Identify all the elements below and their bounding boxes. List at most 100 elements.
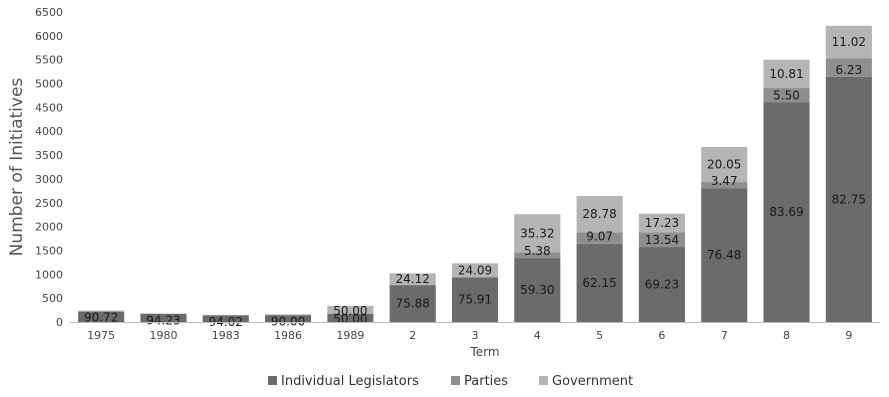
y-tick-label: 3500	[35, 149, 63, 162]
bar-stack: 83.69 5.50 10.81	[763, 59, 810, 322]
bar-segment	[451, 277, 499, 322]
y-tick-label: 6000	[35, 30, 63, 43]
data-label: 11.02	[832, 35, 866, 49]
bar-stack: 90.00	[265, 314, 312, 328]
bar-segment	[763, 102, 810, 322]
legend-item: Government	[539, 374, 633, 389]
bar-segment	[701, 182, 748, 189]
bar-stack: 75.88 24.12	[389, 272, 436, 322]
bar-segment	[451, 263, 499, 278]
bar-stack: 75.91 24.09	[451, 263, 499, 322]
data-label: 13.54	[645, 233, 679, 247]
data-label: 3.47	[711, 174, 738, 188]
bar-segment	[389, 273, 436, 286]
y-axis: 0 500 1000 1500 2000 2500 3000 3500 4000 4500 5000…	[35, 6, 63, 329]
y-tick-label: 5000	[35, 78, 63, 91]
legend-item: Individual Legislators	[268, 374, 419, 389]
x-axis-label: Term	[469, 345, 499, 359]
data-label: 6.23	[835, 63, 862, 77]
bar-stack: 94.02	[202, 314, 249, 329]
data-label: 5.50	[773, 88, 800, 102]
bar-segment	[638, 247, 685, 322]
data-label: 75.88	[396, 297, 430, 311]
legend-swatch	[451, 376, 460, 385]
legend-swatch	[268, 376, 277, 385]
x-tick-label: 1989	[336, 329, 364, 342]
x-tick-label: 6	[658, 329, 665, 342]
legend-item: Parties	[451, 374, 508, 389]
y-tick-label: 5500	[35, 54, 63, 67]
x-tick-label: 3	[472, 329, 479, 342]
bar-segment	[327, 305, 374, 314]
data-label: 75.91	[458, 293, 492, 307]
bar-stack: 62.15 9.07 28.78	[576, 196, 623, 322]
y-tick-label: 6500	[35, 6, 63, 19]
bar-stack: 90.72	[78, 310, 125, 325]
y-tick-label: 2000	[35, 221, 63, 234]
data-label: 82.75	[832, 192, 866, 206]
bar-segment	[638, 232, 685, 248]
bar-segment	[514, 252, 561, 259]
bar-segment	[825, 58, 872, 77]
bar-segment	[576, 196, 623, 233]
bar-segment	[265, 314, 312, 316]
bar-segment	[265, 315, 312, 322]
bar-stack: 59.30 5.38 35.32	[514, 214, 561, 322]
y-tick-label: 500	[42, 292, 63, 305]
data-label: 9.07	[586, 230, 613, 244]
data-label: 59.30	[520, 283, 554, 297]
bar-stack: 76.48 3.47 20.05	[701, 146, 748, 322]
y-tick-label: 1500	[35, 244, 63, 257]
data-label: 24.12	[396, 272, 430, 286]
y-tick-label: 3000	[35, 173, 63, 186]
data-label: 69.23	[645, 278, 679, 292]
x-tick-label: 2	[409, 329, 416, 342]
data-label: 50.00	[333, 304, 367, 318]
bar-segment	[327, 313, 374, 322]
y-tick-label: 1000	[35, 268, 63, 281]
data-label: 83.69	[769, 205, 803, 219]
bar-segment	[825, 25, 872, 59]
bar-segment	[514, 214, 561, 253]
x-axis: 1975 1980 1983 1986 1989 2 3 4 5 6 7 8 9	[87, 329, 852, 342]
data-label: 10.81	[769, 67, 803, 81]
data-label: 35.32	[520, 226, 554, 240]
bar-group: 90.72 94.23 94.02 90.00 50.0050.0075.8824.12…	[78, 25, 872, 329]
x-tick-label: 1986	[274, 329, 302, 342]
bar-segment	[78, 310, 125, 312]
legend-label: Individual Legislators	[281, 374, 419, 389]
x-tick-label: 1983	[212, 329, 240, 342]
x-tick-label: 9	[845, 329, 852, 342]
y-tick-label: 2500	[35, 197, 63, 210]
bar-stack: 94.23	[140, 313, 187, 327]
bar-segment	[763, 59, 810, 89]
data-label: 90.72	[84, 311, 118, 325]
x-tick-label: 8	[783, 329, 790, 342]
bar-segment	[78, 311, 125, 322]
bar-stack: 69.23 13.54 17.23	[638, 213, 685, 322]
data-label: 76.48	[707, 248, 741, 262]
bar-segment	[576, 232, 623, 244]
bar-segment	[701, 146, 748, 183]
data-label: 28.78	[582, 207, 616, 221]
bar-segment	[514, 258, 561, 322]
bar-segment	[701, 188, 748, 322]
data-label: 17.23	[645, 216, 679, 230]
data-label: 20.05	[707, 158, 741, 172]
y-tick-label: 4000	[35, 125, 63, 138]
bar-stack: 82.75 6.23 11.02	[825, 25, 872, 323]
x-tick-label: 5	[596, 329, 603, 342]
bar-segment	[140, 313, 187, 322]
x-tick-label: 4	[534, 329, 541, 342]
legend-label: Parties	[464, 374, 508, 389]
data-label: 5.38	[524, 244, 551, 258]
y-axis-label: Number of Initiatives	[7, 78, 27, 257]
x-tick-label: 1980	[149, 329, 177, 342]
bar-segment	[576, 243, 623, 322]
data-label: 24.09	[458, 263, 492, 277]
bar-segment	[638, 213, 685, 233]
x-tick-label: 1975	[87, 329, 115, 342]
data-label: 94.23	[146, 313, 180, 327]
bar-segment	[825, 76, 872, 323]
